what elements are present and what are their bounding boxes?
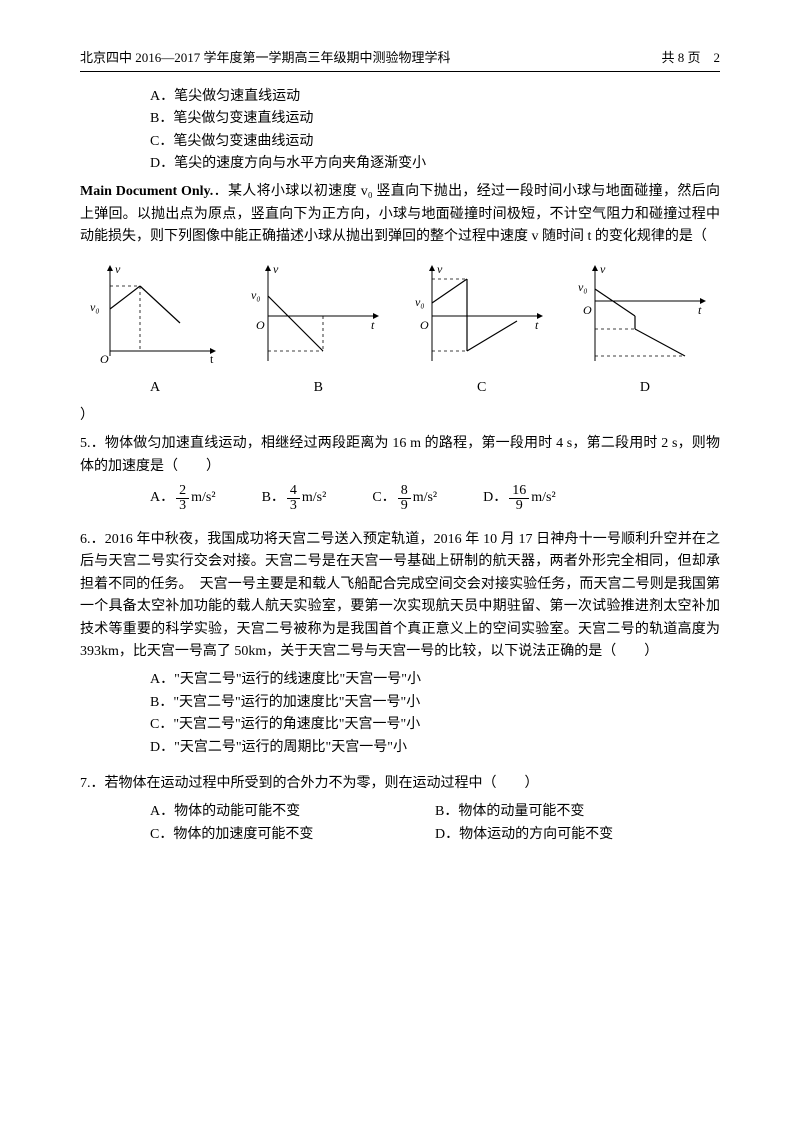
q5-d-unit: m/s² <box>531 487 555 509</box>
header-right: 共 8 页 2 <box>661 48 720 69</box>
graph-b: v v₀ O t B <box>243 261 393 399</box>
q5-b-letter: B． <box>262 487 285 509</box>
main-doc-close: ） <box>80 405 720 427</box>
q5-c-unit: m/s² <box>413 487 437 509</box>
q4-option-b: B．笔尖做匀变速直线运动 <box>150 108 720 130</box>
q4-option-a: A．笔尖做匀速直线运动 <box>150 86 720 108</box>
q4-option-c: C．笔尖做匀变速曲线运动 <box>150 131 720 153</box>
q6-option-a: A．"天宫二号"运行的线速度比"天宫一号"小 <box>150 669 720 691</box>
svg-text:O: O <box>420 318 429 332</box>
q7-option-d: D．物体运动的方向可能不变 <box>435 824 720 846</box>
header-left: 北京四中 2016—2017 学年度第一学期高三年级期中测验物理学科 <box>80 48 451 69</box>
graph-d: v v₀ O t D <box>570 261 720 399</box>
q5-a-letter: A． <box>150 487 174 509</box>
q4-option-d: D．笔尖的速度方向与水平方向夹角逐渐变小 <box>150 153 720 175</box>
q5-option-c: C． 89 m/s² <box>372 484 437 513</box>
svg-text:v: v <box>115 262 121 276</box>
frac-den: 9 <box>509 499 529 513</box>
q7-option-a: A．物体的动能可能不变 <box>150 801 435 823</box>
svg-text:O: O <box>256 318 265 332</box>
q6-option-c: C．"天宫二号"运行的角速度比"天宫一号"小 <box>150 714 720 736</box>
q7-option-c: C．物体的加速度可能不变 <box>150 824 435 846</box>
graph-b-label: B <box>243 377 393 399</box>
svg-text:v: v <box>600 262 606 276</box>
fraction: 43 <box>287 484 300 513</box>
svg-text:O: O <box>583 303 592 317</box>
q5-option-d: D． 169 m/s² <box>483 484 556 513</box>
svg-text:v₀: v₀ <box>90 300 100 314</box>
svg-text:O: O <box>100 352 109 366</box>
svg-text:v₀: v₀ <box>415 295 425 309</box>
q7-stem: 7.．若物体在运动过程中所受到的合外力不为零，则在运动过程中（ ） <box>80 773 720 795</box>
svg-text:t: t <box>371 318 375 332</box>
q5-option-b: B． 43 m/s² <box>262 484 327 513</box>
svg-text:v: v <box>437 262 443 276</box>
frac-num: 16 <box>509 484 529 499</box>
main-doc-stem: Main Document Only.．某人将小球以初速度 v₀ 竖直向下抛出，… <box>80 181 720 248</box>
graph-c-label: C <box>407 377 557 399</box>
svg-text:t: t <box>535 318 539 332</box>
q6-options: A．"天宫二号"运行的线速度比"天宫一号"小 B．"天宫二号"运行的加速度比"天… <box>80 669 720 759</box>
main-doc-lead: Main Document Only. <box>80 184 213 199</box>
q5-d-letter: D． <box>483 487 507 509</box>
q6-stem: 6.．2016 年中秋夜，我国成功将天宫二号送入预定轨道，2016 年 10 月… <box>80 529 720 663</box>
q7-option-b: B．物体的动量可能不变 <box>435 801 720 823</box>
q5-options: A． 23 m/s² B． 43 m/s² C． 89 m/s² D． 169 … <box>80 484 720 513</box>
graph-d-label: D <box>570 377 720 399</box>
frac-num: 8 <box>398 484 411 499</box>
page-header: 北京四中 2016—2017 学年度第一学期高三年级期中测验物理学科 共 8 页… <box>80 48 720 72</box>
svg-text:t: t <box>698 303 702 317</box>
svg-text:v₀: v₀ <box>251 288 261 302</box>
q5-a-unit: m/s² <box>191 487 215 509</box>
graph-c: v v₀ O t C <box>407 261 557 399</box>
q4-options: A．笔尖做匀速直线运动 B．笔尖做匀变速直线运动 C．笔尖做匀变速曲线运动 D．… <box>80 86 720 176</box>
graph-a-label: A <box>80 377 230 399</box>
svg-text:v: v <box>273 262 279 276</box>
q5-stem: 5.．物体做匀加速直线运动，相继经过两段距离为 16 m 的路程，第一段用时 4… <box>80 433 720 478</box>
frac-num: 4 <box>287 484 300 499</box>
q5-b-unit: m/s² <box>302 487 326 509</box>
q5-c-letter: C． <box>372 487 395 509</box>
q6-option-d: D．"天宫二号"运行的周期比"天宫一号"小 <box>150 737 720 759</box>
fraction: 23 <box>176 484 189 513</box>
vt-graphs: v v₀ O t A v v₀ O t <box>80 261 720 399</box>
fraction: 169 <box>509 484 529 513</box>
frac-den: 3 <box>176 499 189 513</box>
frac-den: 3 <box>287 499 300 513</box>
q5-option-a: A． 23 m/s² <box>150 484 216 513</box>
frac-den: 9 <box>398 499 411 513</box>
graph-a: v v₀ O t A <box>80 261 230 399</box>
svg-text:t: t <box>210 352 214 366</box>
q7-options: A．物体的动能可能不变 C．物体的加速度可能不变 B．物体的动量可能不变 D．物… <box>80 801 720 846</box>
svg-text:v₀: v₀ <box>578 280 588 294</box>
q6-option-b: B．"天宫二号"运行的加速度比"天宫一号"小 <box>150 692 720 714</box>
frac-num: 2 <box>176 484 189 499</box>
fraction: 89 <box>398 484 411 513</box>
